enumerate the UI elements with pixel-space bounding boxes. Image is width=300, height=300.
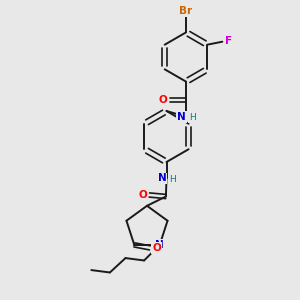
Text: O: O <box>138 190 147 200</box>
Text: F: F <box>225 36 232 46</box>
Text: N: N <box>177 112 186 122</box>
Text: O: O <box>158 95 167 105</box>
Text: N: N <box>155 240 164 250</box>
Text: O: O <box>152 243 161 253</box>
Text: N: N <box>158 173 166 184</box>
Text: H: H <box>169 175 176 184</box>
Text: Br: Br <box>179 6 193 16</box>
Text: H: H <box>189 113 196 122</box>
